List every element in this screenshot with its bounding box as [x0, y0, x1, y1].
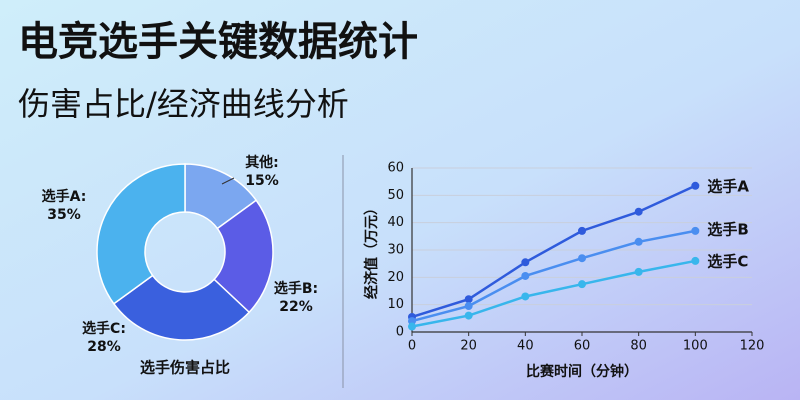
- y-tick-label: 20: [387, 270, 404, 285]
- y-tick-label: 30: [387, 243, 404, 258]
- x-tick-label: 40: [517, 339, 534, 354]
- subtitle: 伤害占比/经济曲线分析: [18, 85, 349, 123]
- y-tick-label: 60: [387, 161, 404, 176]
- pie-caption: 选手伤害占比: [140, 359, 230, 377]
- slice-label: 选手A:: [42, 188, 87, 205]
- data-point: [634, 267, 643, 276]
- x-tick-label: 60: [574, 339, 591, 354]
- data-point: [521, 271, 530, 280]
- x-tick-label: 20: [460, 339, 477, 354]
- series-line: [411, 184, 696, 319]
- data-point: [691, 256, 700, 265]
- leader-line: [221, 177, 235, 185]
- slice-label: 选手B:: [274, 280, 318, 297]
- title: 电竞选手关键数据统计: [18, 19, 418, 65]
- data-point: [634, 237, 643, 246]
- data-point: [521, 292, 530, 301]
- slice-value-label: 28%: [87, 339, 121, 355]
- data-point: [634, 207, 643, 216]
- data-point: [464, 295, 473, 304]
- data-point: [691, 226, 700, 235]
- data-point: [408, 317, 416, 326]
- x-tick-label: 80: [630, 339, 647, 354]
- slice-label: 选手C:: [82, 320, 126, 337]
- pie-slice: [96, 163, 186, 305]
- slice-value-label: 35%: [47, 207, 81, 223]
- y-tick-label: 50: [387, 188, 404, 203]
- series-label: 选手C: [707, 253, 748, 271]
- series-label: 选手B: [707, 221, 748, 239]
- y-axis-label: 经济值（万元）: [363, 201, 380, 299]
- series-line: [411, 259, 696, 328]
- data-point: [578, 226, 586, 235]
- data-point: [691, 181, 700, 190]
- data-point: [408, 322, 416, 331]
- data-point: [521, 258, 530, 267]
- x-axis-label: 比赛时间（分钟）: [526, 363, 638, 380]
- data-point: [578, 280, 586, 289]
- series-label: 选手A: [707, 178, 749, 196]
- x-tick-label: 120: [740, 339, 765, 354]
- data-point: [578, 254, 586, 263]
- pie-slice: [213, 199, 274, 314]
- y-tick-label: 0: [396, 325, 404, 340]
- slice-value-label: 15%: [245, 173, 279, 189]
- x-tick-label: 100: [683, 339, 708, 354]
- slice-value-label: 22%: [279, 299, 313, 315]
- y-tick-label: 40: [387, 215, 404, 230]
- data-point: [464, 302, 473, 311]
- slice-label: 其他:: [245, 154, 279, 171]
- y-tick-label: 10: [387, 297, 404, 312]
- x-tick-label: 0: [408, 339, 416, 354]
- pie-slice: [112, 274, 251, 341]
- series-line: [411, 229, 696, 323]
- data-point: [464, 311, 473, 320]
